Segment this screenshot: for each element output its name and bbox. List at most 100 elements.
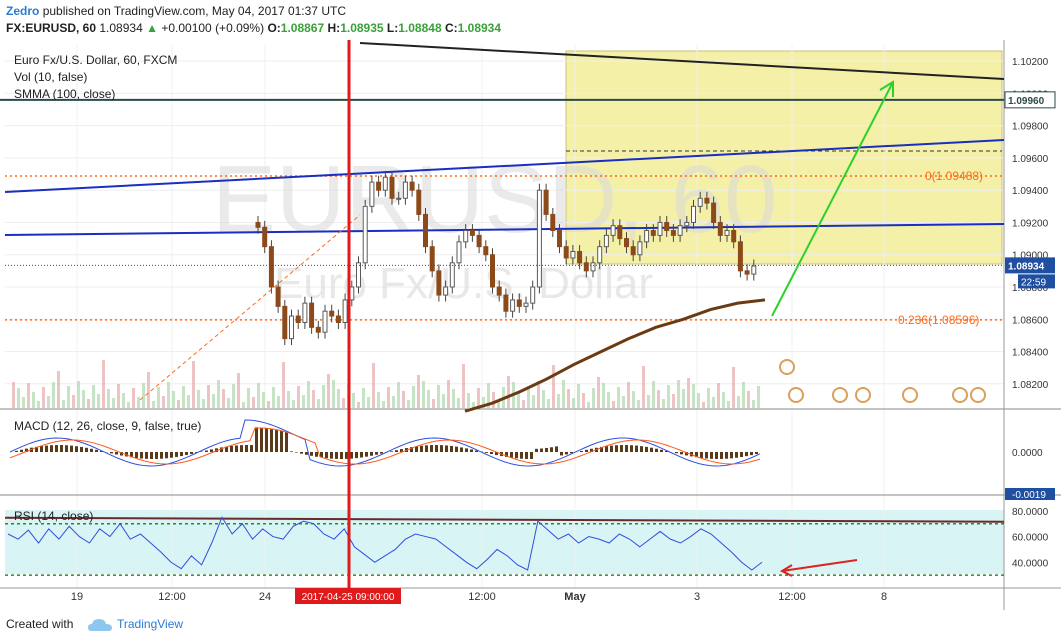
macd-histogram-bar — [645, 446, 648, 452]
event-badge-icon — [779, 359, 795, 375]
candle — [650, 230, 656, 236]
volume-bar — [662, 399, 665, 408]
macd-histogram-bar — [100, 451, 103, 452]
macd-histogram-bar — [250, 445, 253, 452]
symbol: FX:EURUSD, 60 — [6, 21, 97, 35]
volume-bar — [687, 378, 690, 408]
candle — [603, 234, 609, 248]
x-tick-label: 3 — [694, 591, 700, 603]
author-name[interactable]: Zedro — [6, 4, 40, 18]
candle — [402, 181, 408, 199]
candle — [289, 315, 294, 340]
volume-bar — [597, 377, 600, 408]
volume-bar — [87, 399, 90, 408]
volume-bar — [357, 402, 360, 408]
x-tick-label: 19 — [71, 591, 83, 603]
candle — [617, 225, 623, 240]
volume-bar — [242, 402, 245, 408]
high-value: 1.08935 — [340, 21, 384, 35]
tradingview-brand[interactable]: TradingView — [117, 617, 184, 631]
event-badge-icon — [952, 387, 968, 403]
volume-bar — [522, 400, 525, 408]
volume-bar — [612, 401, 615, 408]
macd-histogram-bar — [560, 452, 563, 456]
volume-bar — [552, 365, 555, 408]
macd-histogram-bar — [125, 452, 128, 457]
volume-bar — [282, 362, 285, 408]
volume-bar — [372, 363, 375, 408]
candle — [476, 234, 482, 248]
volume-bar — [472, 402, 475, 408]
volume-bar — [82, 390, 85, 408]
volume-bar — [647, 395, 650, 408]
volume-bar — [432, 399, 435, 408]
macd-histogram-bar — [185, 452, 188, 456]
macd-histogram-bar — [145, 452, 148, 459]
volume-bar — [262, 392, 265, 408]
volume-bar — [332, 380, 335, 408]
candle — [483, 246, 489, 256]
macd-histogram-bar — [450, 445, 453, 452]
macd-histogram-bar — [720, 452, 723, 459]
y-tick-label: 1.08800 — [1012, 283, 1049, 294]
watermark-symbol: EURUSD, 60 — [212, 146, 778, 253]
macd-histogram-bar — [490, 452, 493, 455]
candle — [563, 246, 569, 259]
tradingview-cloud-icon — [88, 619, 112, 631]
candle — [664, 221, 670, 232]
macd-histogram-bar — [475, 450, 478, 452]
macd-histogram-bar — [315, 452, 318, 457]
volume-bar — [177, 400, 180, 408]
volume-bar — [717, 383, 720, 408]
macd-histogram-bar — [625, 445, 628, 452]
volume-bar — [572, 398, 575, 408]
macd-histogram-bar — [130, 452, 133, 458]
volume-bar — [407, 400, 410, 408]
top-trendline — [359, 42, 1005, 80]
volume-bar — [697, 393, 700, 408]
macd-histogram-bar — [240, 445, 243, 452]
legend-vol: Vol (10, false) — [14, 70, 88, 84]
candle — [429, 246, 435, 272]
volume-bar — [132, 388, 135, 408]
macd-histogram-bar — [390, 451, 393, 452]
candle — [677, 225, 683, 236]
last-price: 1.08934 — [99, 21, 143, 35]
macd-histogram-bar — [340, 452, 343, 459]
volume-bar — [122, 393, 125, 408]
level-tag — [1004, 91, 1056, 109]
volume-bar — [727, 401, 730, 408]
macd-histogram-bar — [665, 450, 668, 452]
volume-bar — [112, 398, 115, 408]
price-chart[interactable]: 1.102001.100001.098001.096001.094001.092… — [0, 40, 1061, 610]
volume-bar — [362, 388, 365, 408]
macd-histogram-bar — [660, 449, 663, 452]
volume-bar — [17, 388, 20, 408]
volume-bar — [427, 390, 430, 408]
macd-tick-label: 0.0000 — [1012, 448, 1043, 459]
upper-trendline — [4, 139, 1005, 193]
green-arrow-line — [771, 81, 894, 317]
macd-histogram-bar — [570, 452, 573, 454]
low-value: 1.08848 — [398, 21, 442, 35]
volume-bar — [327, 374, 330, 408]
volume-bar — [397, 382, 400, 408]
candle — [342, 299, 348, 323]
candle — [436, 270, 442, 296]
macd-histogram-bar — [235, 445, 238, 452]
volume-bar — [712, 397, 715, 408]
volume-bar — [632, 391, 635, 408]
macd-histogram-bar — [350, 452, 353, 459]
candle — [443, 286, 449, 296]
volume-bar — [157, 387, 160, 408]
volume-bar — [692, 384, 695, 408]
macd-histogram-bar — [730, 452, 733, 459]
volume-bar — [32, 392, 35, 408]
crosshair-date-tag — [295, 588, 401, 604]
candle — [751, 265, 757, 275]
candle — [356, 262, 361, 288]
watermark-name: Euro Fx/U.S. Dollar — [274, 259, 653, 308]
volume-bar — [162, 396, 165, 408]
volume-bar — [217, 380, 220, 408]
volume-bar — [487, 383, 490, 408]
